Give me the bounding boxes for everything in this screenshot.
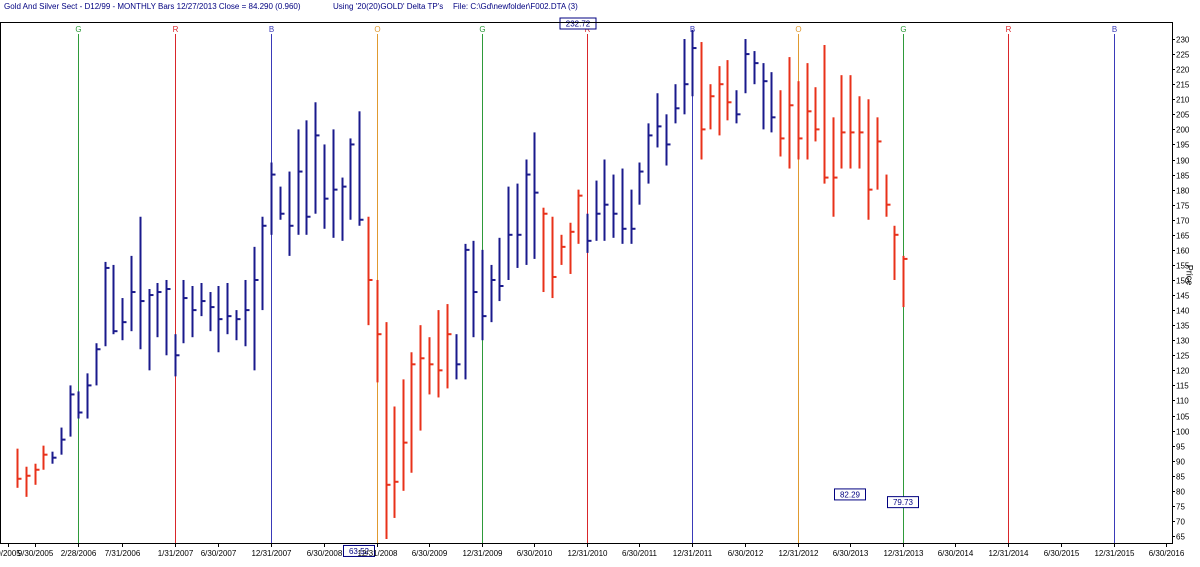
x-tick-label-1: 9/30/2005 <box>18 549 54 558</box>
y-tick-label-0: 65 <box>1176 533 1185 542</box>
y-tick-label-4: 85 <box>1176 473 1185 482</box>
y-tick-label-33: 230 <box>1176 36 1190 45</box>
y-tick-label-15: 140 <box>1176 307 1190 316</box>
y-tick-label-31: 220 <box>1176 66 1190 75</box>
callout-1: 63.52 <box>349 547 370 556</box>
y-tick-label-29: 210 <box>1176 96 1190 105</box>
y-tick-label-10: 115 <box>1176 382 1189 391</box>
x-tick-label-22: 12/31/2015 <box>1094 549 1135 558</box>
header-title: Gold And Silver Sect - D12/99 - MONTHLY … <box>4 2 301 11</box>
y-tick-label-8: 105 <box>1176 413 1190 422</box>
y-tick-label-18: 155 <box>1176 262 1190 271</box>
y-tick-label-20: 165 <box>1176 232 1190 241</box>
turn-label-0: G <box>75 25 81 34</box>
y-tick-label-30: 215 <box>1176 81 1190 90</box>
x-tick-label-15: 6/30/2012 <box>728 549 764 558</box>
turn-label-7: O <box>795 25 801 34</box>
x-tick-label-17: 6/30/2013 <box>833 549 869 558</box>
y-tick-label-13: 130 <box>1176 337 1190 346</box>
callout-box-1 <box>343 544 375 557</box>
x-tick-label-16: 12/31/2012 <box>778 549 819 558</box>
callout-0: 232.72 <box>566 20 591 29</box>
callout-3: 79.73 <box>893 498 914 507</box>
y-axis-label: Price <box>1184 264 1195 286</box>
turn-label-2: B <box>269 25 274 34</box>
y-tick-label-25: 190 <box>1176 157 1190 166</box>
y-tick-label-1: 70 <box>1176 518 1185 527</box>
turn-label-6: B <box>690 25 695 34</box>
y-tick-label-21: 170 <box>1176 217 1190 226</box>
x-tick-label-8: 12/31/2008 <box>357 549 398 558</box>
x-tick-label-10: 12/31/2009 <box>462 549 503 558</box>
plot-frame <box>0 22 1173 544</box>
y-tick-label-11: 120 <box>1176 367 1190 376</box>
header-using: Using '20(20)GOLD' Delta TP's <box>333 2 444 11</box>
x-tick-label-11: 6/30/2010 <box>517 549 553 558</box>
y-tick-label-16: 145 <box>1176 292 1190 301</box>
x-tick-label-23: 6/30/2016 <box>1149 549 1185 558</box>
axes: 65 70 75 80 85 90 95 100 105 110 115 120 125 130 135 14… <box>0 22 1190 558</box>
y-tick-label-17: 150 <box>1176 277 1190 286</box>
x-tick-label-4: 1/31/2007 <box>158 549 194 558</box>
x-tick-label-3: 7/31/2006 <box>105 549 141 558</box>
turn-point-lines: GRBOGRBOGRB <box>75 25 1117 543</box>
y-tick-label-27: 200 <box>1176 126 1190 135</box>
y-tick-label-32: 225 <box>1176 51 1190 60</box>
y-tick-label-2: 75 <box>1176 503 1185 512</box>
x-tick-label-14: 12/31/2011 <box>673 549 713 558</box>
x-tick-label-19: 6/30/2014 <box>938 549 974 558</box>
x-tick-label-0: 0/2005 <box>0 549 21 558</box>
y-tick-label-14: 135 <box>1176 322 1190 331</box>
x-tick-label-6: 12/31/2007 <box>251 549 292 558</box>
y-tick-label-12: 125 <box>1176 352 1190 361</box>
y-tick-label-26: 195 <box>1176 141 1190 150</box>
y-tick-label-7: 100 <box>1176 428 1190 437</box>
y-tick-label-9: 110 <box>1176 397 1189 406</box>
x-tick-label-20: 12/31/2014 <box>988 549 1029 558</box>
price-bars <box>16 29 908 540</box>
x-tick-label-21: 6/30/2015 <box>1044 549 1080 558</box>
y-tick-label-23: 180 <box>1176 187 1190 196</box>
y-tick-label-24: 185 <box>1176 172 1190 181</box>
turn-label-9: R <box>1006 25 1012 34</box>
price-callouts: 232.72 63.52 82.29 79.73 <box>343 17 919 557</box>
x-tick-label-18: 12/31/2013 <box>883 549 924 558</box>
turn-label-8: G <box>900 25 906 34</box>
callout-box-0 <box>559 17 597 30</box>
y-tick-label-19: 160 <box>1176 247 1190 256</box>
header-file: File: C:\Gd\newfolder\F002.DTA (3) <box>453 2 578 11</box>
callout-box-3 <box>887 496 919 509</box>
x-tick-label-9: 6/30/2009 <box>412 549 448 558</box>
x-tick-label-5: 6/30/2007 <box>201 549 237 558</box>
y-tick-label-22: 175 <box>1176 202 1190 211</box>
callout-box-2 <box>834 488 866 501</box>
x-tick-label-7: 6/30/2008 <box>307 549 343 558</box>
x-tick-label-13: 6/30/2011 <box>622 549 658 558</box>
turn-label-10: B <box>1112 25 1117 34</box>
y-tick-label-6: 95 <box>1176 443 1185 452</box>
turn-label-4: G <box>479 25 485 34</box>
x-tick-label-2: 2/28/2006 <box>61 549 97 558</box>
turn-label-3: O <box>374 25 380 34</box>
y-tick-label-3: 80 <box>1176 488 1185 497</box>
y-tick-label-5: 90 <box>1176 458 1185 467</box>
turn-label-1: R <box>173 25 179 34</box>
callout-2: 82.29 <box>840 490 861 499</box>
y-tick-label-28: 205 <box>1176 111 1190 120</box>
x-tick-label-12: 12/31/2010 <box>567 549 608 558</box>
